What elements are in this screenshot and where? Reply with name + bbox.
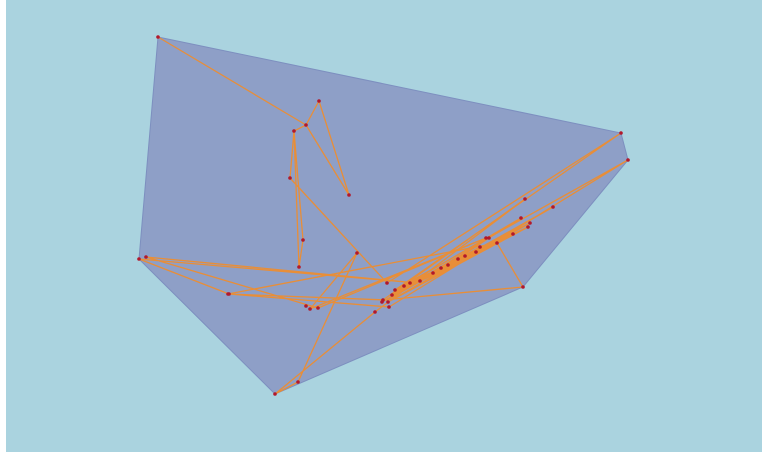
point-marker [619, 131, 623, 135]
point-marker [526, 225, 530, 229]
point-marker [304, 123, 308, 127]
point-marker [511, 232, 515, 236]
map-canvas[interactable] [6, 0, 762, 452]
point-marker [386, 300, 390, 304]
point-marker [297, 265, 301, 269]
point-marker [551, 205, 555, 209]
point-marker [519, 216, 523, 220]
point-marker [380, 300, 384, 304]
point-marker [304, 304, 308, 308]
point-marker [463, 254, 467, 258]
point-marker [528, 221, 532, 225]
point-marker [355, 251, 359, 255]
point-marker [387, 305, 391, 309]
point-marker [347, 193, 351, 197]
point-marker [523, 197, 527, 201]
route-path [138, 36, 629, 395]
point-marker [521, 285, 525, 289]
point-marker [385, 281, 389, 285]
point-marker [296, 380, 300, 384]
point-marker [431, 271, 435, 275]
point-marker [446, 263, 450, 267]
point-marker [390, 293, 394, 297]
point-marker [292, 129, 296, 133]
point-marker [626, 158, 630, 162]
point-marker [273, 392, 277, 396]
point-marker [484, 236, 488, 240]
point-marker [478, 245, 482, 249]
point-marker [439, 266, 443, 270]
point-marker [393, 288, 397, 292]
point-marker [137, 257, 141, 261]
point-marker [418, 279, 422, 283]
left-margin [0, 0, 6, 452]
point-marker [474, 250, 478, 254]
point-marker [301, 238, 305, 242]
point-marker [402, 284, 406, 288]
point-marker [487, 236, 491, 240]
point-marker [373, 310, 377, 314]
point-marker [288, 176, 292, 180]
point-marker [456, 257, 460, 261]
point-marker [227, 292, 231, 296]
point-marker [156, 35, 160, 39]
point-marker [144, 255, 148, 259]
point-marker [408, 281, 412, 285]
points-layer [137, 35, 630, 396]
point-marker [316, 306, 320, 310]
point-marker [317, 99, 321, 103]
point-marker [308, 307, 312, 311]
point-marker [495, 241, 499, 245]
